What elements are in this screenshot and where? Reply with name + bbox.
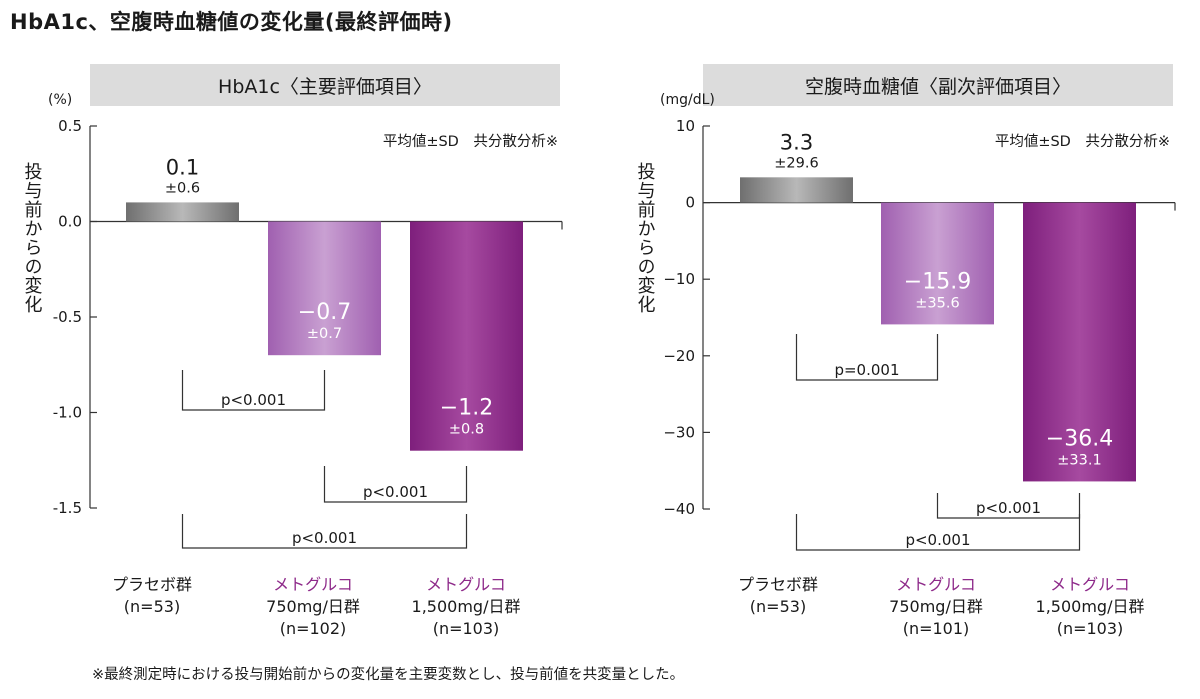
chart-title: 空腹時血糖値〈副次評価項目〉 [805, 76, 1071, 98]
value-label: 3.3 [780, 130, 813, 154]
y-axis-title: 投与前からの変化 [635, 162, 656, 314]
p-value-label: p<0.001 [905, 531, 970, 549]
page-title: HbA1c、空腹時血糖値の変化量(最終評価時) [10, 10, 453, 34]
p-value-label: p=0.001 [834, 361, 899, 379]
significance-bracket [323, 466, 468, 503]
value-label: −36.4 [1046, 426, 1113, 451]
p-value-label: p<0.001 [221, 391, 286, 409]
bar-1 [740, 177, 853, 203]
value-label: −15.9 [904, 269, 971, 294]
p-value-label: p<0.001 [363, 483, 428, 501]
p-value-label: p<0.001 [292, 529, 357, 547]
value-label: 0.1 [166, 155, 199, 179]
sd-label: ±0.7 [307, 326, 342, 342]
bar-3 [1023, 202, 1136, 482]
y-axis-title: 投与前からの変化 [22, 162, 43, 314]
bar-2 [268, 221, 381, 356]
y-tick-label: -0.5 [53, 308, 82, 326]
value-label: −1.2 [440, 396, 493, 421]
category-label: プラセボ群 [738, 575, 818, 594]
category-label: (n=103) [433, 619, 500, 638]
significance-bracket [181, 514, 468, 549]
fasting-glucose-chart: 空腹時血糖値〈副次評価項目〉 (mg/dL) 10 0 −10 −20 −30 −40 投与前か… [635, 64, 1176, 638]
brand-name-label: メトグルコ [896, 575, 976, 594]
y-tick-label: -1.0 [53, 404, 82, 422]
significance-bracket [181, 370, 326, 411]
bar-3 [410, 221, 523, 451]
category-label: (n=53) [750, 597, 806, 616]
category-label: 1,500mg/日群 [1036, 597, 1145, 616]
sd-label: ±0.6 [165, 180, 200, 196]
sd-label: ±33.1 [1057, 452, 1101, 468]
footnote: ※最終測定時における投与開始前からの変化量を主要変数とし、投与前値を共変量とした… [92, 667, 685, 683]
significance-bracket [795, 334, 939, 381]
brand-name-label: メトグルコ [426, 575, 506, 594]
y-tick-label: 10 [676, 117, 695, 135]
y-tick-label: 0.5 [58, 117, 82, 135]
significance-bracket [795, 514, 1081, 551]
category-label: (n=101) [903, 619, 970, 638]
chart-header-bg [90, 64, 560, 106]
chart-header-bg [703, 64, 1173, 106]
hba1c-chart: HbA1c〈主要評価項目〉 (%) 0.5 0.0 -0.5 -1.0 -1.5 投与前からの… [22, 64, 563, 638]
significance-bracket [936, 493, 1081, 519]
brand-name-label: メトグルコ [273, 575, 353, 594]
category-label: 1,500mg/日群 [412, 597, 521, 616]
y-unit-label: (%) [48, 92, 72, 108]
category-label: 750mg/日群 [266, 597, 360, 616]
category-label: (n=102) [280, 619, 347, 638]
p-value-label: p<0.001 [976, 499, 1041, 517]
sd-label: ±0.8 [449, 422, 484, 438]
y-tick-label: −10 [663, 270, 695, 288]
y-tick-label: 0.0 [58, 213, 82, 231]
y-unit-label: (mg/dL) [660, 92, 715, 108]
category-label: プラセボ群 [112, 575, 192, 594]
chart-title: HbA1c〈主要評価項目〉 [218, 76, 432, 98]
y-tick-label: 0 [685, 194, 695, 212]
sd-label: ±29.6 [774, 155, 818, 171]
brand-name-label: メトグルコ [1050, 575, 1130, 594]
bar-2 [881, 202, 994, 325]
category-label: (n=103) [1057, 619, 1124, 638]
bar-1 [126, 202, 239, 222]
category-label: (n=53) [124, 597, 180, 616]
stats-note: 平均値±SD 共分散分析※ [995, 133, 1170, 150]
category-label: 750mg/日群 [889, 597, 983, 616]
y-tick-label: −40 [663, 500, 695, 518]
y-tick-label: −20 [663, 347, 695, 365]
sd-label: ±35.6 [915, 295, 959, 311]
y-tick-label: -1.5 [53, 499, 82, 517]
stats-note: 平均値±SD 共分散分析※ [383, 133, 558, 150]
y-tick-label: −30 [663, 423, 695, 441]
value-label: −0.7 [298, 300, 351, 325]
